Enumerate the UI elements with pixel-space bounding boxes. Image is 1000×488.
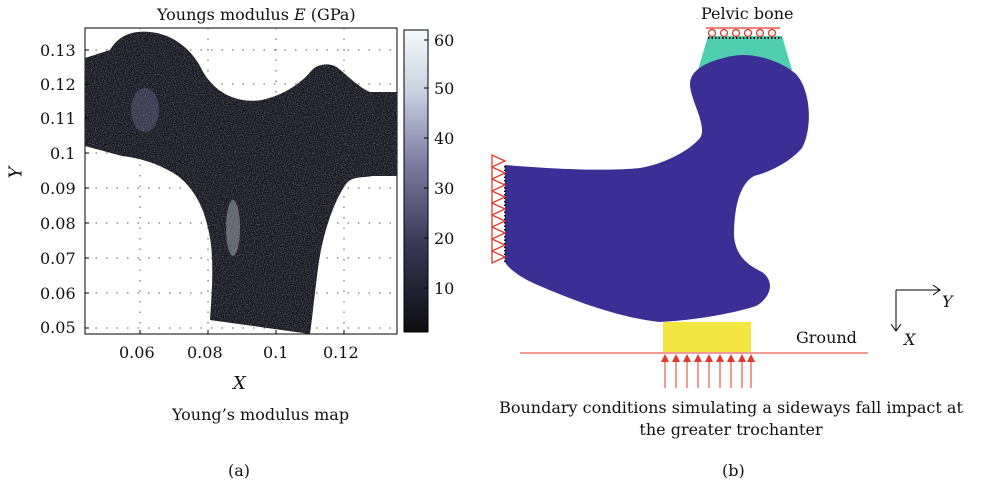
y-tick-label: 0.05	[40, 318, 76, 337]
y-tick-label: 0.11	[40, 109, 76, 128]
y-tick-label: 0.12	[40, 75, 76, 94]
ground-block	[663, 322, 751, 352]
y-tick-label: 0.07	[40, 249, 76, 268]
x-tick-label: 0.06	[119, 343, 155, 362]
axis-y-label: Y	[942, 292, 953, 311]
colorbar-tick-label: 20	[434, 229, 455, 248]
femur-mesh	[505, 54, 809, 322]
x-tick-label: 0.08	[187, 343, 223, 362]
y-tick-label: 0.06	[40, 284, 76, 303]
x-axis-label: X	[233, 373, 246, 394]
caption-b-line1: Boundary conditions simulating a sideway…	[499, 398, 963, 417]
y-tick-label: 0.09	[40, 179, 76, 198]
colorbar	[403, 29, 429, 333]
colorbar-tick-label: 60	[434, 31, 455, 50]
pelvic-bone-label: Pelvic bone	[701, 4, 794, 23]
plot-title: Youngs modulus E (GPa)	[157, 5, 356, 24]
colorbar-tick-label: 50	[434, 79, 455, 98]
femur-modulus-image	[85, 31, 397, 334]
ground-label: Ground	[796, 328, 857, 347]
boundary-conditions-diagram	[491, 27, 941, 388]
y-tick-label: 0.1	[50, 144, 76, 163]
x-tick-label: 0.12	[323, 343, 359, 362]
impact-load-arrows	[661, 354, 755, 388]
axis-ticks	[85, 49, 345, 334]
coordinate-axes-icon	[890, 284, 941, 332]
left-support-triangles	[491, 153, 507, 265]
caption-a: Young’s modulus map	[172, 405, 350, 424]
caption-b-line2: the greater trochanter	[639, 420, 823, 439]
pelvic-roller-supports	[706, 27, 780, 38]
y-tick-label: 0.13	[40, 41, 76, 60]
colorbar-tick-label: 30	[434, 179, 455, 198]
colorbar-tick-label: 40	[434, 129, 455, 148]
x-tick-label: 0.1	[263, 343, 289, 362]
colorbar-tick-label: 10	[434, 279, 455, 298]
panel-label-b: (b)	[722, 461, 745, 480]
axis-x-label: X	[904, 330, 916, 349]
y-tick-label: 0.08	[40, 214, 76, 233]
y-axis-label: Y	[5, 166, 27, 179]
modulus-map-plot	[84, 27, 398, 335]
panel-label-a: (a)	[228, 461, 251, 480]
